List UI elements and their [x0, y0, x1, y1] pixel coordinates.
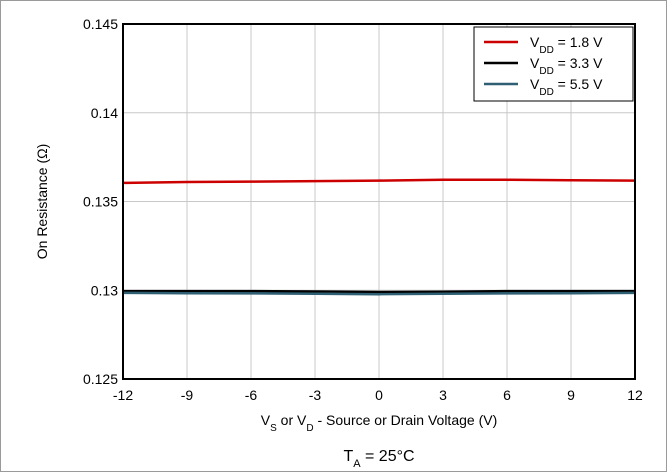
legend-label-2: VDD = 3.3 V	[530, 55, 603, 77]
x-tick-label: -6	[245, 387, 258, 403]
x-tick-label: -3	[309, 387, 322, 403]
legend-label-1: VDD = 1.8 V	[530, 34, 603, 56]
plot-frame	[122, 23, 636, 380]
x-tick-labels: -12 -9 -6 -3 0 3 6 9 12	[113, 387, 643, 403]
series-lines	[122, 178, 636, 296]
series-line-3	[122, 291, 636, 296]
legend-label-3: VDD = 5.5 V	[530, 76, 603, 98]
x-tick-label: 6	[503, 387, 511, 403]
series-line-1	[122, 178, 636, 185]
y-tick-label: 0.135	[83, 194, 118, 210]
x-tick-label: -9	[181, 387, 194, 403]
y-tick-label: 0.125	[83, 371, 118, 387]
temperature-annotation: TA = 25°C	[343, 448, 414, 470]
y-axis-title: On Resistance (Ω)	[34, 144, 50, 260]
y-tick-label: 0.145	[83, 16, 118, 32]
x-tick-label: 9	[567, 387, 575, 403]
x-tick-label: 12	[627, 387, 643, 403]
x-tick-label: 0	[375, 387, 383, 403]
y-tick-label: 0.14	[91, 105, 118, 121]
series-line-2	[123, 289, 635, 294]
x-tick-label: -12	[113, 387, 133, 403]
y-tick-labels: 0.125 0.13 0.135 0.14 0.145	[83, 16, 118, 387]
x-tick-label: 3	[439, 387, 447, 403]
y-tick-label: 0.13	[91, 282, 118, 298]
x-axis-title: VS or VD - Source or Drain Voltage (V)	[261, 412, 497, 434]
